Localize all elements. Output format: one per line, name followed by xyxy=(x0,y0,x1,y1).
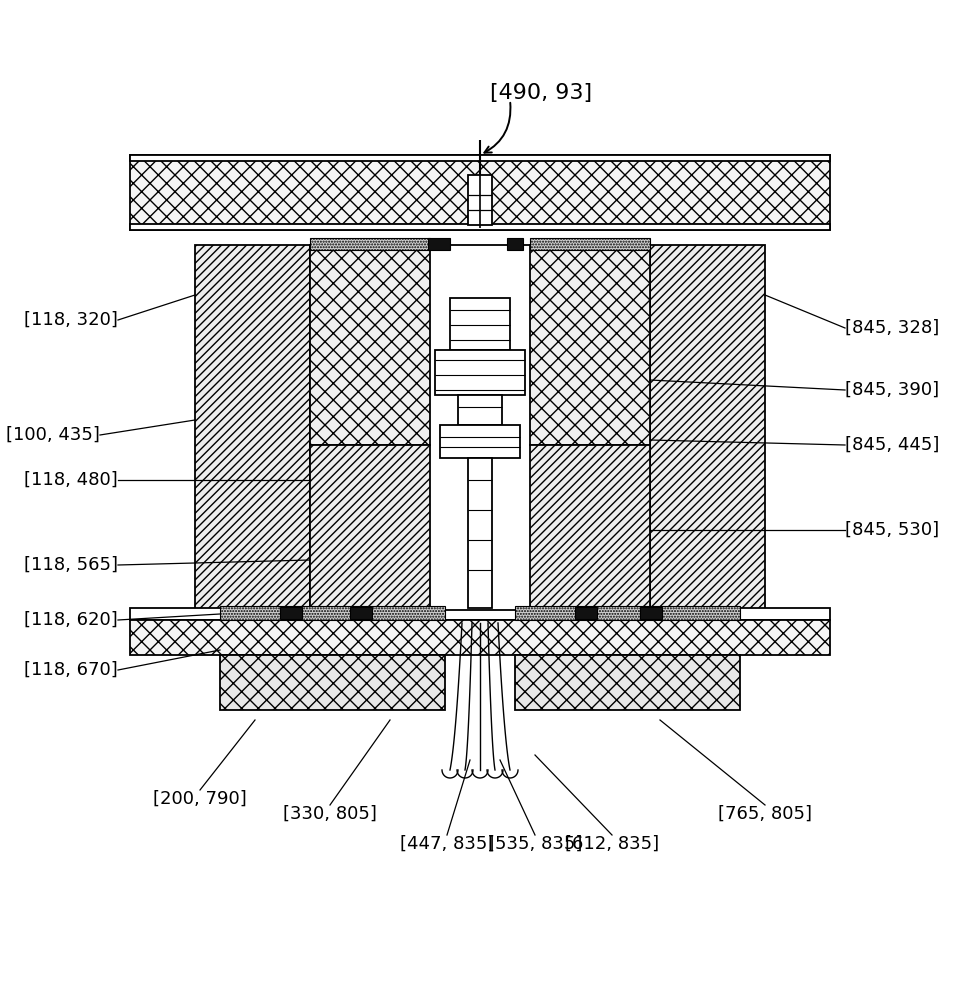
Bar xyxy=(640,607,662,619)
Bar xyxy=(468,458,492,608)
Bar xyxy=(530,445,650,610)
Bar xyxy=(310,445,430,610)
Bar xyxy=(428,238,450,250)
Text: [490, 93]: [490, 93] xyxy=(490,83,592,103)
Bar xyxy=(530,245,650,445)
Text: [200, 790]: [200, 790] xyxy=(154,790,247,808)
Bar xyxy=(280,607,302,619)
Text: [765, 805]: [765, 805] xyxy=(718,805,812,823)
Bar xyxy=(195,245,310,610)
Bar xyxy=(220,655,445,710)
Bar xyxy=(435,350,525,395)
Text: [845, 390]: [845, 390] xyxy=(845,381,939,399)
Bar xyxy=(130,155,830,230)
Bar xyxy=(507,238,523,250)
Bar xyxy=(350,607,372,619)
Text: [845, 328]: [845, 328] xyxy=(845,319,939,337)
Text: [118, 480]: [118, 480] xyxy=(24,471,118,489)
Text: [118, 620]: [118, 620] xyxy=(24,611,118,629)
Bar xyxy=(650,245,765,610)
Bar xyxy=(310,245,650,610)
Bar xyxy=(130,155,830,161)
Bar xyxy=(130,608,830,620)
Bar xyxy=(310,238,430,250)
Text: [845, 445]: [845, 445] xyxy=(845,436,940,454)
Bar xyxy=(130,224,830,230)
Bar xyxy=(130,620,830,655)
FancyArrowPatch shape xyxy=(485,103,511,153)
Bar xyxy=(220,606,445,620)
Text: [612, 835]: [612, 835] xyxy=(564,835,660,853)
Text: [100, 435]: [100, 435] xyxy=(6,426,100,444)
Bar xyxy=(450,298,510,350)
Text: [118, 670]: [118, 670] xyxy=(24,661,118,679)
Text: [118, 565]: [118, 565] xyxy=(24,556,118,574)
Bar xyxy=(575,607,597,619)
Bar xyxy=(468,175,492,225)
Bar xyxy=(530,238,650,250)
Bar xyxy=(458,395,502,425)
Text: [845, 530]: [845, 530] xyxy=(845,521,939,539)
Text: [447, 835]: [447, 835] xyxy=(399,835,494,853)
Bar xyxy=(440,425,520,458)
Bar xyxy=(515,655,740,710)
Bar xyxy=(515,606,740,620)
Text: [535, 835]: [535, 835] xyxy=(488,835,582,853)
Bar xyxy=(310,245,430,445)
Text: [118, 320]: [118, 320] xyxy=(24,311,118,329)
Text: [330, 805]: [330, 805] xyxy=(283,805,377,823)
